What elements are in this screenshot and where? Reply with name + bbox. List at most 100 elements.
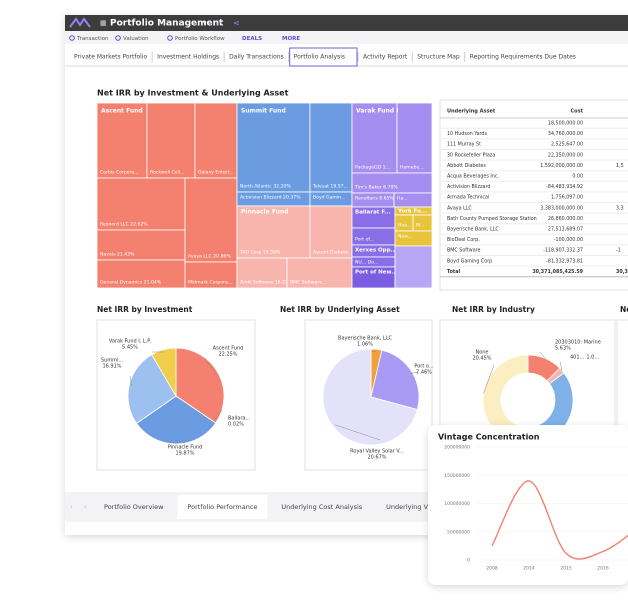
- chart-title: Net IRR by Investment: [97, 305, 193, 314]
- treemap-cell: [184, 261, 238, 289]
- slice-label: Port o...: [414, 364, 434, 370]
- y-tick-label: 0: [467, 558, 470, 564]
- treemap-label: Corbis Corpora...: [100, 170, 139, 176]
- treemap-label: Rockwell Coll...: [150, 170, 185, 176]
- nav-item[interactable]: Valuation: [123, 36, 149, 42]
- vintage-title: Vintage Concentration: [438, 433, 540, 442]
- active-bottom-tab: [177, 495, 268, 519]
- y-tick-label: 100000000: [444, 501, 470, 507]
- vintage-chart: 0 50000000 100000000 150000000 200000000 2008…: [444, 445, 628, 572]
- cell: -1: [616, 248, 621, 254]
- treemap-label: Boyd Gamin...: [313, 195, 345, 201]
- cell: BMC Software: [447, 248, 480, 254]
- slice[interactable]: [370, 349, 420, 410]
- slice[interactable]: [127, 354, 177, 424]
- slice[interactable]: [136, 395, 217, 445]
- cell: Abbott Diabetes: [447, 163, 486, 169]
- slice-value: 20.67%: [367, 455, 386, 461]
- treemap-label: PackageGD 1...: [355, 165, 390, 171]
- leader-line: [176, 439, 181, 442]
- treemap-cell: [96, 229, 186, 261]
- treemap-label: Activision Blizzard 20.37%: [240, 195, 301, 201]
- cell: BioDeel Corp.: [447, 237, 480, 243]
- x-tick-label: 2008: [486, 566, 498, 572]
- y-tick-label: 150000000: [444, 473, 470, 479]
- treemap-group-label: Pinnacle Fund: [241, 209, 288, 216]
- bottom-tab[interactable]: Portfolio Performance: [187, 503, 257, 511]
- nav-item[interactable]: MORE: [282, 36, 300, 42]
- tab[interactable]: Investment Holdings: [157, 54, 219, 61]
- treemap-cell: [309, 102, 353, 193]
- nav-item[interactable]: Transaction: [76, 36, 109, 42]
- tab[interactable]: Structure Map: [417, 54, 460, 61]
- slice-label: None: [475, 350, 488, 356]
- cell: 18,500,000.00: [548, 121, 583, 127]
- bottom-tab[interactable]: Underlying V: [386, 503, 428, 511]
- cell: Bath County Pumped Storage Station: [447, 216, 537, 222]
- chart-title: Net IRR by Industry: [452, 305, 535, 314]
- cell: 10 Hudson Yards: [447, 131, 487, 137]
- leader-line: [213, 409, 223, 422]
- treemap-label: Amkl Software 16.22%: [240, 280, 293, 286]
- slice[interactable]: [151, 347, 177, 398]
- treemap-cell: [184, 177, 238, 263]
- tab[interactable]: Portfolio Analysis: [294, 54, 345, 61]
- next-arrow[interactable]: ›: [84, 503, 87, 511]
- slice[interactable]: [322, 348, 418, 446]
- x-tick-label: 2015: [560, 566, 572, 572]
- treemap-label: Port of...: [355, 237, 374, 243]
- treemap-cell: [394, 245, 433, 289]
- nav-item[interactable]: Portfolio Workflow: [175, 36, 225, 42]
- grid-icon: ▦: [100, 19, 107, 27]
- slice[interactable]: [175, 347, 225, 424]
- nav-icon: [115, 35, 121, 41]
- tab[interactable]: Private Markets Portfolio: [74, 54, 147, 61]
- treemap-label: Port of New...: [355, 270, 397, 276]
- prev-arrow[interactable]: ‹: [70, 503, 73, 511]
- treemap-cell: [236, 257, 288, 289]
- treemap-label: Ballarat F...: [355, 210, 391, 216]
- cell: Activision Blizzard: [447, 184, 490, 190]
- share-icon[interactable]: ⋖: [233, 19, 240, 28]
- treemap-label: Tim's Baker 8.79%: [354, 185, 398, 191]
- treemap-label: Telesat 19.57...: [312, 184, 348, 190]
- cell: 34,760,000.00: [548, 131, 583, 137]
- nav-item[interactable]: DEALS: [242, 36, 262, 42]
- treemap-label: M...: [416, 223, 424, 229]
- treemap-label: TAO Corp 19.59%: [239, 250, 281, 256]
- slice[interactable]: [482, 354, 529, 444]
- treemap-group-label: Ascent Fund: [101, 108, 143, 115]
- tab[interactable]: Reporting Requirements Due Dates: [470, 54, 576, 61]
- x-tick-label: 2014: [523, 566, 535, 572]
- cell: 30,371,085,425.59: [532, 269, 583, 275]
- leader-line: [483, 364, 495, 394]
- treemap-cell: [146, 102, 196, 179]
- tab[interactable]: Activity Report: [363, 54, 408, 61]
- treemap-label: Rexnord LLC 22.62%: [100, 222, 148, 228]
- x-tick-label: 2016: [597, 566, 609, 572]
- tab[interactable]: Daily Transactions: [229, 54, 284, 61]
- slice-value: 1.0...: [586, 355, 599, 361]
- vintage-card: [428, 425, 628, 585]
- cell: 3,3: [616, 205, 624, 211]
- treemap-label: General Dynamics 21.04%: [100, 280, 162, 286]
- app-title[interactable]: Portfolio Management: [110, 19, 224, 29]
- bottom-tab[interactable]: Underlying Cost Analysis: [281, 503, 362, 511]
- treemap-label: Ha...: [397, 196, 408, 202]
- slice-value: 20.45%: [472, 356, 491, 362]
- bottom-tab[interactable]: Portfolio Overview: [104, 503, 164, 511]
- cell: -84,483,934.92: [546, 184, 583, 190]
- slice-label: 20303010: Marine: [555, 340, 601, 346]
- treemap-label: Xerxes Opp...: [355, 248, 397, 254]
- treemap-group-label: Varak Fund I: [356, 108, 398, 115]
- cell: Total: [447, 269, 460, 275]
- treemap-cell: [351, 102, 398, 174]
- cell: 30,3: [616, 269, 628, 275]
- star-icon[interactable]: ☆: [215, 19, 222, 28]
- treemap-label: New...: [398, 234, 412, 240]
- cell: Boyd Gaming Corp: [447, 258, 492, 264]
- cell: 0.00: [572, 174, 583, 180]
- treemap-label: Avaya LLC 20.86%: [188, 254, 231, 260]
- leader-line: [204, 357, 217, 375]
